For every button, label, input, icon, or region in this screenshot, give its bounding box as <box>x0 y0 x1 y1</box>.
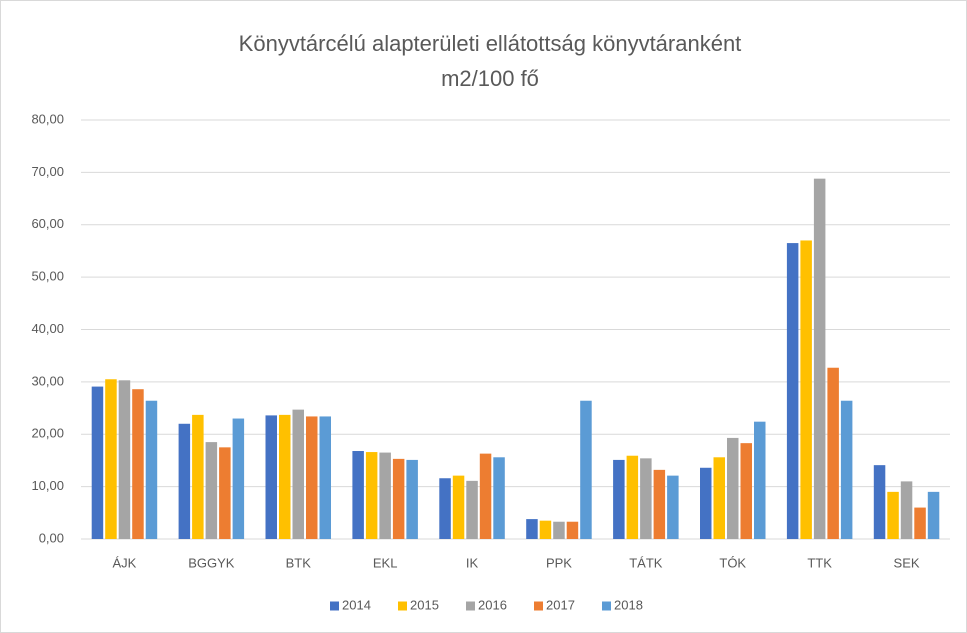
bar <box>319 416 331 539</box>
bar <box>566 521 579 539</box>
bar <box>205 442 218 539</box>
bar <box>439 478 451 539</box>
bar <box>279 414 291 539</box>
bar <box>553 521 565 539</box>
bar <box>105 379 117 539</box>
bar <box>827 367 839 539</box>
bar <box>526 519 538 539</box>
bar <box>379 452 391 539</box>
x-tick-label: BTK <box>286 555 312 570</box>
bar <box>667 475 679 539</box>
bar <box>365 452 378 539</box>
bar <box>118 380 131 539</box>
y-tick-label: 40,00 <box>31 321 64 336</box>
bar <box>539 520 552 539</box>
legend-swatch <box>398 601 407 611</box>
x-tick-label: EKL <box>373 555 398 570</box>
x-tick-label: TÓK <box>719 555 746 570</box>
bar <box>178 423 191 539</box>
bar <box>352 451 364 539</box>
bar <box>132 389 144 539</box>
legend-label: 2014 <box>342 597 371 612</box>
x-tick-label: PPK <box>546 555 572 570</box>
legend-label: 2017 <box>546 597 575 612</box>
x-tick-label: ÁJK <box>113 555 137 570</box>
bar <box>192 414 204 539</box>
bar <box>914 507 926 539</box>
legend-swatch <box>330 601 339 611</box>
bar <box>900 481 913 539</box>
bar <box>813 178 826 539</box>
bar <box>927 491 940 539</box>
y-tick-label: 50,00 <box>31 269 64 284</box>
bar <box>91 386 104 539</box>
bar <box>727 437 739 539</box>
bar <box>219 447 231 539</box>
bar <box>626 455 639 539</box>
x-tick-label: SEK <box>894 555 920 570</box>
x-tick-label: BGGYK <box>188 555 235 570</box>
legend-swatch <box>602 601 611 611</box>
legend-swatch <box>534 601 543 611</box>
bar <box>700 467 712 539</box>
bar <box>392 458 405 539</box>
x-tick-label: IK <box>466 555 479 570</box>
legend-label: 2018 <box>614 597 643 612</box>
y-tick-label: 0,00 <box>39 530 64 545</box>
legend-swatch <box>466 601 475 611</box>
bar <box>265 415 277 539</box>
bar <box>292 409 304 539</box>
y-tick-label: 80,00 <box>31 111 64 126</box>
y-tick-label: 70,00 <box>31 164 64 179</box>
bar <box>887 491 899 539</box>
y-tick-label: 60,00 <box>31 216 64 231</box>
bar <box>653 469 666 539</box>
bar <box>640 458 652 539</box>
legend-label: 2016 <box>478 597 507 612</box>
bar <box>479 453 492 539</box>
bar <box>800 240 812 539</box>
bar <box>306 416 318 539</box>
bar <box>740 443 752 539</box>
y-tick-label: 20,00 <box>31 426 64 441</box>
bar <box>493 457 505 539</box>
bar <box>406 459 418 539</box>
bar <box>786 243 799 540</box>
x-tick-label: TÁTK <box>629 555 663 570</box>
x-tick-label: TTK <box>807 555 832 570</box>
bar <box>145 400 158 539</box>
bar <box>840 400 853 539</box>
bar <box>613 459 625 539</box>
bar <box>713 457 725 539</box>
y-tick-label: 30,00 <box>31 373 64 388</box>
chart-title: Könyvtárcélú alapterületi ellátottság kö… <box>239 31 742 56</box>
y-tick-label: 10,00 <box>31 478 64 493</box>
chart-subtitle: m2/100 fő <box>441 66 539 91</box>
bar <box>232 418 245 539</box>
legend-label: 2015 <box>410 597 439 612</box>
bar <box>580 400 592 539</box>
bar <box>754 421 766 539</box>
bar <box>452 475 465 539</box>
bar <box>466 480 478 539</box>
bar <box>873 465 886 539</box>
